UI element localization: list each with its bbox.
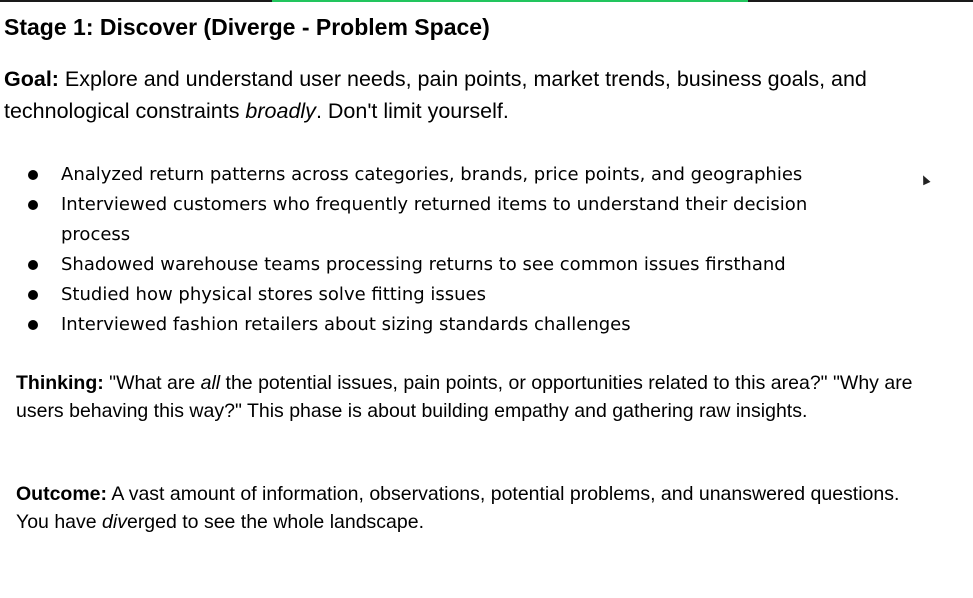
bullet-dot-icon: [28, 200, 38, 210]
list-item-text: Studied how physical stores solve fittin…: [61, 284, 487, 305]
top-accent-bar: [272, 0, 748, 2]
list-item: Analyzed return patterns across categori…: [0, 160, 821, 190]
list-item: Interviewed customers who frequently ret…: [0, 190, 821, 250]
list-item-text: Analyzed return patterns across categori…: [61, 164, 803, 185]
activities-list: Analyzed return patterns across categori…: [0, 160, 973, 340]
outcome-text-after: erged to see the whole landscape.: [126, 511, 425, 533]
list-item-text: Interviewed fashion retailers about sizi…: [61, 314, 631, 335]
thinking-emphasis: all: [200, 372, 221, 394]
goal-emphasis: broadly: [245, 99, 316, 123]
goal-text-before: Explore and understand user needs, pain …: [4, 67, 867, 123]
outcome-label: Outcome:: [16, 483, 108, 505]
thinking-label: Thinking:: [16, 372, 104, 394]
bullet-dot-icon: [28, 260, 38, 270]
bullet-dot-icon: [28, 170, 38, 180]
list-item: Interviewed fashion retailers about sizi…: [0, 310, 821, 340]
outcome-emphasis: div: [102, 511, 127, 533]
list-item-text: Shadowed warehouse teams processing retu…: [61, 254, 786, 275]
goal-paragraph: Goal: Explore and understand user needs,…: [4, 63, 969, 127]
goal-label: Goal:: [4, 67, 59, 91]
list-item-text: Interviewed customers who frequently ret…: [61, 194, 808, 245]
bullet-dot-icon: [28, 320, 38, 330]
outcome-paragraph: Outcome: A vast amount of information, o…: [16, 480, 916, 536]
thinking-text-after: the potential issues, pain points, or op…: [16, 372, 913, 422]
outcome-text-before: A vast amount of information, observatio…: [16, 483, 900, 533]
thinking-text-before: "What are: [103, 372, 201, 394]
list-item: Studied how physical stores solve fittin…: [0, 280, 821, 310]
goal-text-after: . Don't limit yourself.: [315, 99, 509, 123]
list-item: Shadowed warehouse teams processing retu…: [0, 250, 821, 280]
page-title: Stage 1: Discover (Diverge - Problem Spa…: [4, 14, 490, 40]
bullet-dot-icon: [28, 290, 38, 300]
thinking-paragraph: Thinking: "What are all the potential is…: [16, 369, 916, 425]
